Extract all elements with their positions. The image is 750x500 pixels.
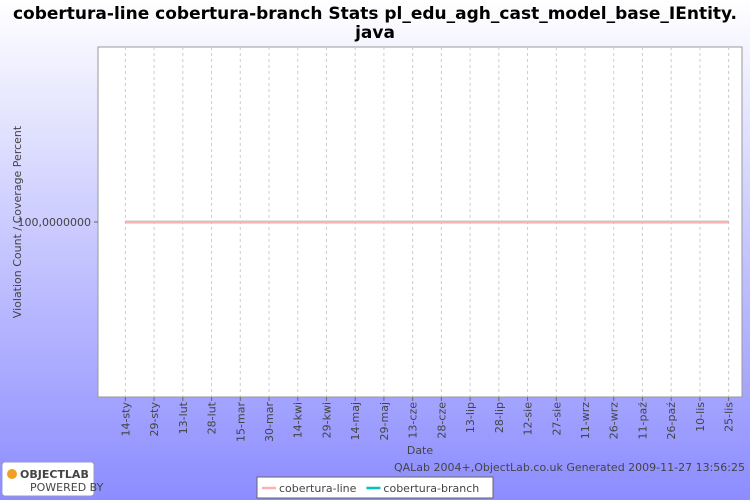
x-tick-label: 26-paź <box>665 402 678 440</box>
x-tick-label: 29-maj <box>378 402 391 440</box>
x-tick-label: 11-paź <box>636 402 649 440</box>
x-axis-label: Date <box>407 444 434 457</box>
logo-icon <box>7 469 17 479</box>
logo-tagline: POWERED BY <box>30 481 104 494</box>
legend-label: cobertura-line <box>279 482 357 495</box>
y-tick-label: 100,0000000 <box>18 216 91 229</box>
x-tick-label: 25-lis <box>723 402 736 432</box>
x-tick-label: 26-wrz <box>608 402 621 439</box>
x-tick-label: 13-cze <box>407 402 420 439</box>
x-tick-label: 15-mar <box>234 402 247 442</box>
x-tick-label: 27-sie <box>550 402 563 436</box>
logo-box <box>1 461 95 497</box>
x-tick-label: 13-lip <box>464 402 477 433</box>
y-axis-label: Violation Count / Coverage Percent <box>11 125 24 318</box>
x-tick-label: 28-lip <box>493 402 506 433</box>
x-tick-label: 14-sty <box>119 402 132 437</box>
logo-name: OBJECTLAB <box>20 468 89 481</box>
x-tick-label: 28-cze <box>435 402 448 439</box>
x-tick-label: 28-lut <box>206 401 219 434</box>
x-tick-label: 10-lis <box>694 402 707 432</box>
legend-label: cobertura-branch <box>383 482 479 495</box>
x-tick-label: 29-sty <box>148 402 161 437</box>
footer: QALab 2004+,ObjectLab.co.uk Generated 20… <box>394 461 745 474</box>
logo: OBJECTLAB POWERED BY <box>1 461 104 497</box>
x-tick-label: 13-lut <box>177 401 190 434</box>
x-tick-label: 30-mar <box>263 402 276 442</box>
x-tick-label: 14-kwi <box>292 402 305 438</box>
x-tick-label: 11-wrz <box>579 402 592 439</box>
chart-title: cobertura-line cobertura-branch Stats pl… <box>13 4 737 24</box>
x-tick-label: 12-sie <box>522 402 535 436</box>
chart-title: java <box>354 23 395 43</box>
x-tick-label: 14-maj <box>349 402 362 440</box>
x-tick-label: 29-kwi <box>320 402 333 438</box>
